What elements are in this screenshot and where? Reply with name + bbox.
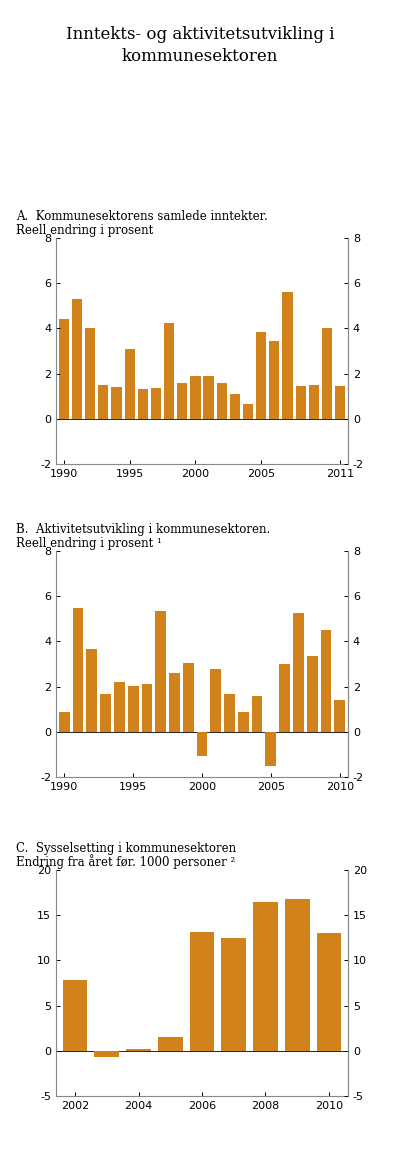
Bar: [72, 299, 82, 419]
Bar: [138, 390, 148, 419]
Bar: [316, 934, 341, 1051]
Bar: [190, 931, 214, 1051]
Bar: [335, 386, 345, 419]
Bar: [197, 732, 207, 755]
Text: Inntekts- og aktivitetsutvikling i
kommunesektoren: Inntekts- og aktivitetsutvikling i kommu…: [66, 26, 334, 65]
Bar: [142, 684, 152, 732]
Bar: [158, 1037, 183, 1051]
Bar: [230, 394, 240, 419]
Bar: [243, 404, 253, 419]
Bar: [204, 376, 214, 419]
Bar: [151, 389, 161, 419]
Bar: [59, 319, 69, 419]
Bar: [73, 608, 84, 732]
Bar: [266, 732, 276, 766]
Bar: [217, 383, 227, 419]
Text: A.  Kommunesektorens samlede inntekter.: A. Kommunesektorens samlede inntekter.: [16, 210, 268, 223]
Bar: [256, 332, 266, 419]
Bar: [269, 341, 280, 419]
Bar: [85, 328, 95, 419]
Bar: [114, 682, 125, 732]
Bar: [210, 668, 221, 732]
Bar: [293, 614, 304, 732]
Bar: [238, 711, 249, 732]
Bar: [253, 901, 278, 1051]
Bar: [100, 694, 111, 732]
Bar: [169, 673, 180, 732]
Bar: [296, 386, 306, 419]
Text: Reell endring i prosent ¹: Reell endring i prosent ¹: [16, 537, 162, 550]
Bar: [252, 696, 262, 732]
Text: Reell endring i prosent: Reell endring i prosent: [16, 224, 153, 237]
Bar: [320, 630, 331, 732]
Bar: [155, 611, 166, 732]
Text: B.  Aktivitetsutvikling i kommunesektoren.: B. Aktivitetsutvikling i kommunesektoren…: [16, 523, 270, 536]
Bar: [126, 1049, 151, 1051]
Bar: [282, 292, 293, 419]
Text: C.  Sysselsetting i kommunesektoren: C. Sysselsetting i kommunesektoren: [16, 842, 236, 855]
Bar: [309, 385, 319, 419]
Bar: [124, 349, 135, 419]
Bar: [183, 664, 194, 732]
Bar: [86, 650, 97, 732]
Bar: [334, 701, 345, 732]
Text: Endring fra året før. 1000 personer ²: Endring fra året før. 1000 personer ²: [16, 854, 235, 869]
Bar: [63, 980, 88, 1051]
Bar: [279, 664, 290, 732]
Bar: [111, 387, 122, 419]
Bar: [164, 322, 174, 419]
Bar: [94, 1051, 119, 1057]
Bar: [98, 385, 108, 419]
Bar: [224, 694, 235, 732]
Bar: [285, 899, 310, 1051]
Bar: [128, 686, 138, 732]
Bar: [190, 376, 200, 419]
Bar: [59, 711, 70, 732]
Bar: [221, 937, 246, 1051]
Bar: [177, 383, 188, 419]
Bar: [307, 657, 318, 732]
Bar: [322, 328, 332, 419]
